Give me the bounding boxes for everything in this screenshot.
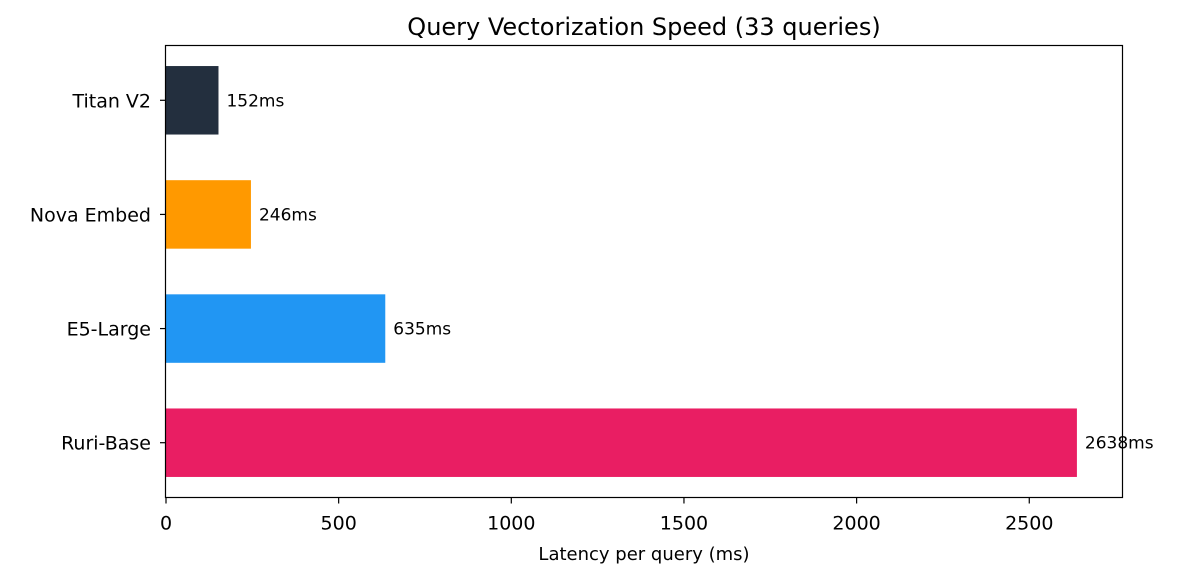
bar: [166, 66, 219, 135]
y-tick-label: Titan V2: [71, 90, 151, 112]
x-tick-label: 500: [321, 513, 357, 535]
data-label: 635ms: [393, 320, 451, 340]
data-label: 152ms: [226, 91, 284, 111]
bar: [166, 180, 251, 249]
x-axis-label: Latency per query (ms): [538, 544, 749, 565]
x-tick-label: 2000: [832, 513, 880, 535]
chart-title: Query Vectorization Speed (33 queries): [407, 13, 880, 41]
data-label: 246ms: [259, 205, 317, 225]
y-tick-label: E5-Large: [67, 319, 151, 341]
x-tick-label: 1500: [660, 513, 708, 535]
data-label: 2638ms: [1085, 434, 1154, 454]
bar: [166, 408, 1077, 477]
y-tick-label: Ruri-Base: [61, 433, 151, 455]
plot-frame: [164, 44, 1124, 499]
y-tick-label: Nova Embed: [30, 204, 151, 226]
x-tick-label: 0: [160, 513, 172, 535]
bar: [166, 294, 386, 363]
x-tick-label: 1000: [487, 513, 535, 535]
x-tick-label: 2500: [1005, 513, 1053, 535]
